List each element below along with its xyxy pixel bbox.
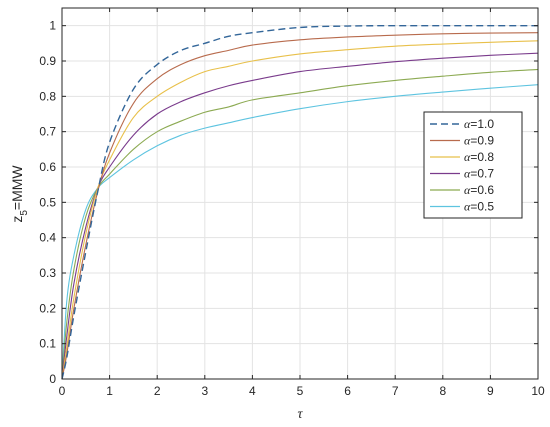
series-line-0-8 [61, 40, 539, 380]
legend-alpha: α [464, 167, 471, 181]
legend-entry: α=0.7 [464, 167, 494, 181]
legend-value: =0.8 [470, 150, 494, 164]
y-axis-label: z5=MMW [9, 165, 30, 223]
legend-alpha: α [464, 183, 471, 197]
x-tick-label: 7 [392, 384, 399, 398]
legend-value: =0.6 [470, 183, 494, 197]
x-tick-label: 10 [531, 384, 545, 398]
series-line-0-7 [61, 52, 539, 380]
y-tick-label: 0.4 [39, 231, 56, 245]
series-group [61, 24, 539, 380]
x-tick-label: 9 [487, 384, 494, 398]
x-tick-label: 8 [439, 384, 446, 398]
legend-entry: α=0.9 [464, 134, 494, 148]
legend-value: =0.7 [470, 167, 494, 181]
legend-alpha: α [464, 134, 471, 148]
legend: α=1.0α=0.9α=0.8α=0.7α=0.6α=0.5 [423, 111, 523, 219]
series-line-0-6 [61, 68, 539, 380]
x-tick-label: 3 [201, 384, 208, 398]
legend-entry: α=1.0 [464, 117, 494, 131]
y-tick-label: 0.9 [39, 54, 56, 68]
y-tick-label: 0 [49, 372, 56, 386]
y-tick-label: 0.1 [39, 337, 56, 351]
y-tick-label: 0.6 [39, 160, 56, 174]
y-tick-label: 0.7 [39, 125, 56, 139]
x-tick-label: 1 [106, 384, 113, 398]
x-tick-label: 5 [297, 384, 304, 398]
x-tick-label: 6 [344, 384, 351, 398]
x-axis-label: τ [297, 407, 303, 422]
legend-alpha: α [464, 117, 471, 131]
legend-entry: α=0.6 [464, 183, 494, 197]
y-tick-label: 0.8 [39, 89, 56, 103]
y-tick-label: 0.2 [39, 301, 56, 315]
legend-alpha: α [464, 200, 471, 214]
series-line-0-5 [61, 84, 539, 380]
series-line-0-9 [61, 32, 539, 380]
x-tick-label: 0 [59, 384, 66, 398]
y-tick-label: 1 [49, 19, 56, 33]
legend-value: =0.9 [470, 134, 494, 148]
x-tick-label: 2 [154, 384, 161, 398]
legend-entry: α=0.8 [464, 150, 494, 164]
x-tick-label: 4 [249, 384, 256, 398]
legend-entry: α=0.5 [464, 200, 494, 214]
legend-box [423, 111, 523, 219]
legend-value: =0.5 [470, 200, 494, 214]
ticks: 0 1 2 3 4 5 6 7 8 9 10 0 0.1 0.2 0.3 0.4 0.5 0.6 0.7 0.8 0.9… [39, 8, 545, 398]
y-tick-label: 0.3 [39, 266, 56, 280]
y-axis-label-subscript: 5 [19, 210, 30, 216]
legend-value: =1.0 [470, 117, 494, 131]
y-tick-label: 0.5 [39, 195, 56, 209]
legend-alpha: α [464, 150, 471, 164]
